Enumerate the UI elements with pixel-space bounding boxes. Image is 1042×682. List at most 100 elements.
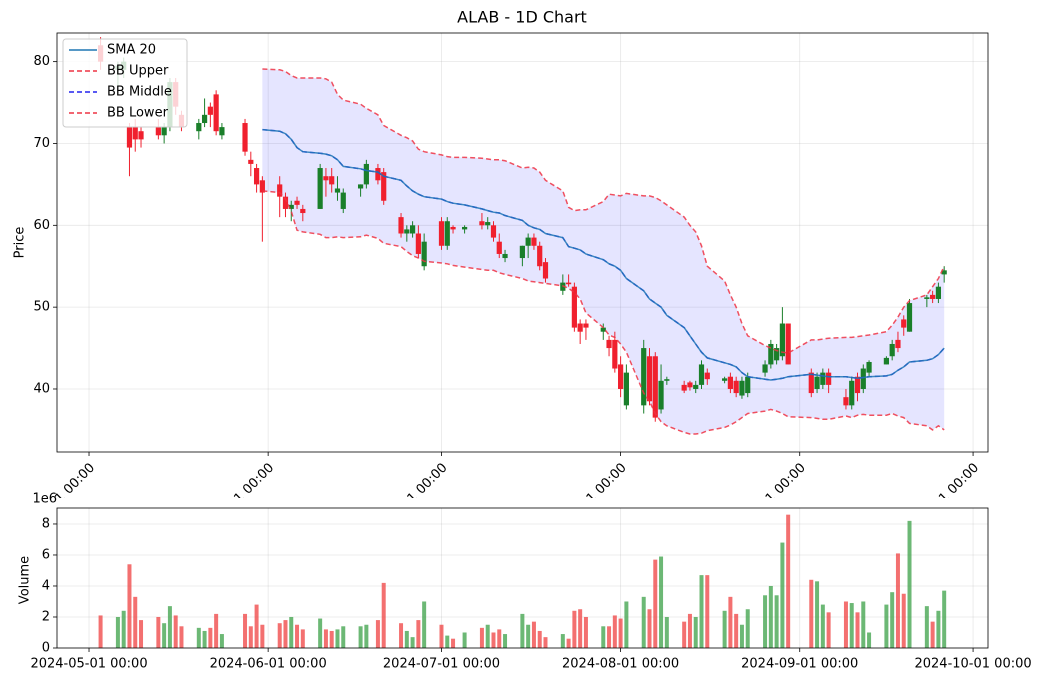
volume-bar [318, 618, 323, 648]
volume-bar [277, 623, 282, 648]
volume-bar [451, 638, 456, 648]
volume-bar [687, 613, 692, 648]
volume-bar [895, 553, 900, 648]
volume-bar [364, 624, 369, 648]
volume-bar [786, 514, 791, 648]
candle-body [288, 204, 294, 209]
y-tick-label: 4 [42, 578, 50, 593]
volume-bar [462, 632, 467, 648]
candle-body [693, 384, 699, 389]
volume-bar [739, 624, 744, 648]
volume-bar [202, 630, 207, 648]
candle-body [219, 127, 225, 136]
volume-bar [162, 623, 167, 648]
volume-bar [641, 596, 646, 648]
candle-body [854, 376, 861, 394]
candle-body [282, 196, 289, 209]
candle-body [138, 131, 144, 140]
volume-bar [936, 610, 941, 648]
candle-body [398, 217, 404, 234]
volume-bar [572, 610, 577, 648]
candle-body [461, 226, 468, 230]
candle-body [935, 286, 942, 299]
candle-body [357, 184, 364, 189]
volume-bar [699, 575, 704, 648]
volume-bar [479, 627, 484, 648]
candle-body [415, 233, 421, 254]
volume-bar [543, 637, 548, 648]
candle-body [329, 176, 335, 185]
candle-body [698, 364, 705, 385]
candle-body [612, 339, 618, 369]
candle-body [652, 356, 658, 418]
y-tick-label: 8 [42, 516, 50, 531]
candle-body [242, 123, 248, 152]
candle-body [132, 127, 138, 140]
candle-body [496, 241, 502, 254]
candle-body [866, 361, 872, 373]
candle-body [201, 114, 208, 124]
y-tick-label: 2 [42, 609, 50, 624]
plot-frame [56, 32, 989, 453]
volume-bar [323, 629, 328, 648]
volume-bar [179, 626, 184, 648]
volume-bar [491, 632, 496, 648]
candle-body [849, 380, 855, 406]
volume-bar [843, 601, 848, 648]
volume-bar [768, 585, 773, 648]
candle-body [779, 323, 785, 357]
indicator-line [262, 68, 945, 354]
volume-bar [156, 616, 161, 648]
volume-bar [780, 542, 785, 648]
volume-bar [855, 612, 860, 648]
volume-bar [560, 634, 565, 648]
candle-body [687, 382, 693, 388]
volume-bar [248, 626, 253, 648]
candle-body [658, 380, 664, 410]
candle-body [623, 372, 629, 406]
x-tick-label: 2024-05-01 00:00 [30, 657, 147, 672]
volume-bar [219, 634, 224, 648]
volume-bar [901, 593, 906, 648]
volume-bar [601, 626, 606, 648]
volume-bar [566, 638, 571, 648]
candle-body [883, 357, 890, 365]
volume-bar [289, 616, 294, 648]
volume-bar [260, 624, 265, 648]
x-tick-label: 2024-09-01 00:00 [741, 657, 858, 672]
volume-bar [531, 621, 536, 648]
candle-body [785, 323, 791, 365]
candle-body [253, 168, 260, 185]
volume-bar [653, 559, 658, 648]
volume-bar [526, 624, 531, 648]
volume-bar [624, 601, 629, 648]
volume-bar [167, 606, 172, 648]
volume-bar [890, 592, 895, 648]
candle-body [248, 159, 254, 164]
candle-body [161, 127, 167, 136]
volume-bar [734, 613, 739, 648]
candle-body [438, 221, 445, 246]
volume-bar [341, 626, 346, 648]
candle-body [340, 192, 346, 209]
legend: SMA 20 BB Upper BB Middle BB Lower [62, 38, 188, 128]
candle-body [768, 343, 774, 365]
candle-body [277, 184, 283, 197]
candle-body [213, 94, 219, 132]
candle-body [606, 339, 612, 349]
volume-bar [537, 630, 542, 648]
volume-bar [728, 596, 733, 648]
offset-label: 1e6 [32, 492, 57, 507]
candle-body [155, 127, 161, 136]
candle-body [814, 376, 820, 389]
volume-bar [849, 603, 854, 648]
y-tick-label: 50 [33, 300, 50, 315]
volume-bar [173, 615, 178, 648]
volume-bar [774, 595, 779, 648]
volume-bar [381, 582, 386, 648]
volume-bar [693, 616, 698, 648]
volume-bar [722, 610, 727, 648]
volume-bar [745, 609, 750, 648]
